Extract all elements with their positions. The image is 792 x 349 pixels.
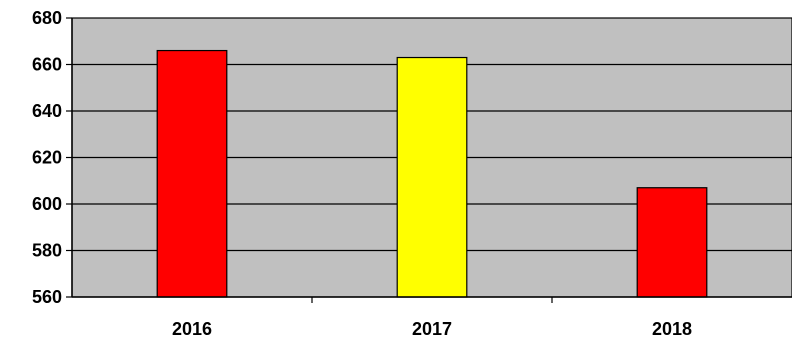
y-tick-label: 600 (32, 194, 62, 214)
y-tick-label: 620 (32, 148, 62, 168)
bar-2018 (636, 187, 708, 298)
y-tick-labels: 560 580 600 620 640 660 680 (32, 8, 72, 307)
bar-2017 (396, 56, 468, 298)
bars (156, 49, 708, 298)
bar-2016 (156, 49, 228, 298)
y-tick-label: 660 (32, 55, 62, 75)
x-tick-label: 2016 (172, 319, 212, 339)
x-tick-label: 2017 (412, 319, 452, 339)
x-tick-labels: 2016 2017 2018 (172, 297, 692, 339)
y-tick-label: 680 (32, 8, 62, 28)
x-tick-label: 2018 (652, 319, 692, 339)
y-tick-label: 560 (32, 287, 62, 307)
y-tick-label: 640 (32, 101, 62, 121)
y-tick-label: 580 (32, 241, 62, 261)
